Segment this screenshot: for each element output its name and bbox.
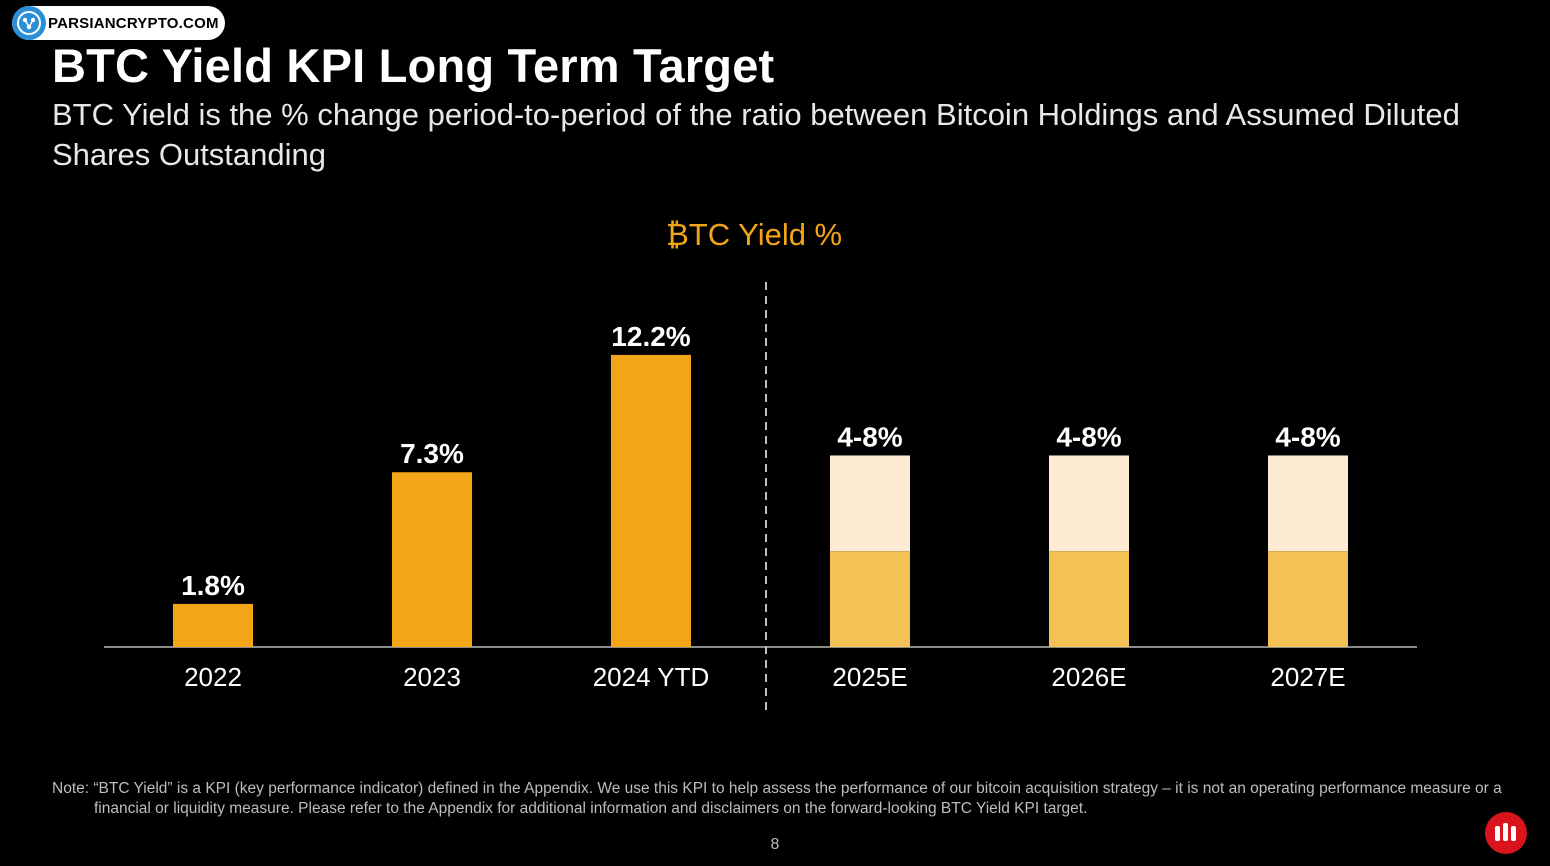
page-number: 8 [770, 836, 780, 853]
bar-2022 [173, 603, 253, 647]
watermark-badge: PARSIANCRYPTO.COM [12, 6, 225, 40]
chart-title: ₿TC Yield % [666, 217, 842, 252]
bar-range-upper-2026e [1049, 455, 1129, 552]
bar-range-lower-2027e [1268, 551, 1348, 647]
strategy-logo-icon [1485, 812, 1527, 854]
bar-2023 [392, 472, 472, 647]
bar-range-lower-2026e [1049, 551, 1129, 647]
x-tick-label: 2025E [832, 662, 907, 692]
page-subtitle: BTC Yield is the % change period-to-peri… [52, 97, 1460, 172]
x-tick-label: 2024 YTD [593, 662, 710, 692]
footnote: Note: “BTC Yield” is a KPI (key performa… [52, 780, 1502, 817]
x-tick-label: 2022 [184, 662, 242, 692]
bar-range-upper-2027e [1268, 455, 1348, 552]
page-title: BTC Yield KPI Long Term Target [52, 39, 775, 92]
bar-range-upper-2025e [830, 455, 910, 552]
data-label: 4-8% [1056, 421, 1121, 452]
parsiancrypto-logo-icon [12, 6, 46, 40]
x-tick-label: 2027E [1270, 662, 1345, 692]
bar-2024-ytd [611, 354, 691, 647]
data-label: 7.3% [400, 438, 464, 469]
x-tick-label: 2026E [1051, 662, 1126, 692]
x-tick-label: 2023 [403, 662, 461, 692]
data-label: 1.8% [181, 570, 245, 601]
bar-range-lower-2025e [830, 551, 910, 647]
data-label: 12.2% [611, 321, 690, 352]
watermark-text: PARSIANCRYPTO.COM [48, 14, 219, 32]
data-label: 4-8% [1275, 421, 1340, 452]
data-label: 4-8% [837, 421, 902, 452]
